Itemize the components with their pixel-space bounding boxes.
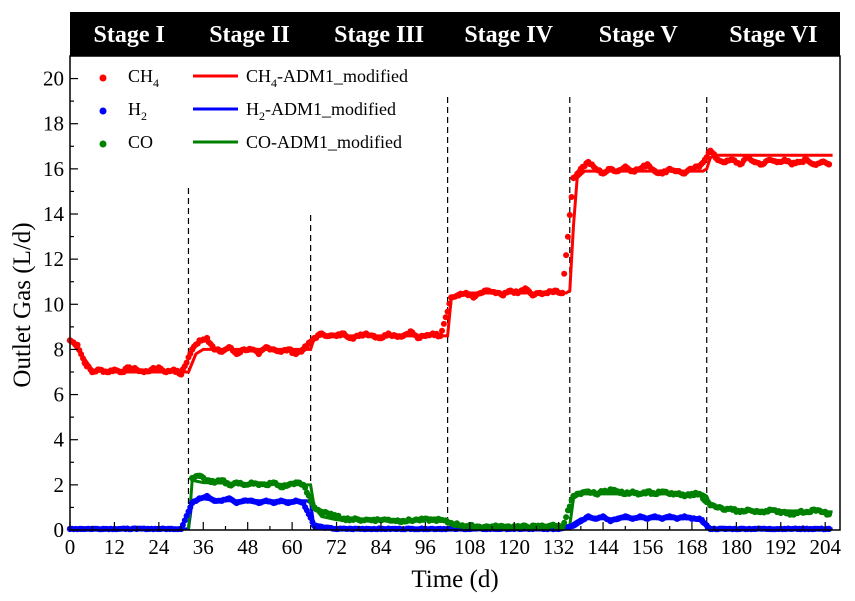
y-axis-title: Outlet Gas (L/d) [9, 222, 36, 387]
legend-label-h2: H2 [128, 99, 147, 123]
data-point-ch4 [566, 212, 573, 218]
data-point-ch4 [563, 252, 570, 259]
data-point-ch4 [439, 327, 445, 334]
legend-marker-ch4 [99, 74, 107, 82]
data-point-ch4 [74, 341, 81, 349]
stage-band [70, 12, 840, 56]
y-tick-label: 20 [43, 67, 64, 91]
x-tick-label: 60 [282, 535, 303, 559]
data-point-co [302, 484, 309, 491]
legend-label-ch4: CH4 [128, 66, 159, 90]
data-point-h2 [181, 517, 188, 524]
stage-label-stage-iii: Stage III [334, 22, 424, 48]
x-tick-label: 108 [454, 535, 486, 559]
legend-marker-co [99, 140, 107, 148]
data-point-co [566, 503, 573, 510]
x-tick-label: 120 [498, 535, 530, 559]
x-tick-label: 36 [193, 535, 214, 559]
x-tick-label: 12 [104, 535, 125, 559]
plot-frame [69, 55, 841, 531]
stage-label-stage-v: Stage V [599, 22, 679, 48]
x-tick-label: 144 [587, 535, 619, 559]
data-point-co [563, 514, 570, 521]
y-tick-label: 8 [54, 337, 65, 361]
data-point-ch4 [444, 308, 451, 315]
stage-label-stage-ii: Stage II [209, 22, 290, 48]
data-point-ch4 [440, 320, 447, 327]
stage-label-stage-vi: Stage VI [729, 22, 817, 48]
series-line-ch4-adm1-modified [68, 153, 833, 374]
data-point-ch4 [568, 194, 575, 200]
data-point-ch4 [442, 314, 449, 321]
x-tick-label: 0 [65, 535, 76, 559]
data-point-ch4 [177, 371, 185, 378]
data-point-ch4 [559, 289, 566, 297]
legend-marker-h2 [99, 107, 107, 115]
x-tick-label: 156 [632, 535, 664, 559]
y-tick-label: 2 [54, 473, 65, 497]
y-tick-label: 0 [54, 518, 65, 542]
measured-points [66, 147, 833, 533]
x-tick-label: 192 [765, 535, 797, 559]
stage-label-stage-i: Stage I [94, 22, 165, 48]
data-point-ch4 [825, 161, 833, 168]
x-tick-label: 204 [809, 535, 841, 559]
x-tick-label: 168 [676, 535, 708, 559]
model-lines [68, 153, 833, 531]
y-tick-label: 4 [54, 428, 65, 452]
data-point-co [561, 519, 568, 526]
y-tick-label: 14 [43, 202, 65, 226]
data-point-ch4 [561, 270, 568, 277]
data-point-co [305, 492, 312, 499]
y-tick-label: 10 [43, 292, 64, 316]
axes: 0 12 24 36 48 60 72 84 96 108 120 132 144 156 168 180 19… [43, 55, 841, 559]
data-point-h2 [825, 525, 833, 533]
y-tick-label: 12 [43, 247, 64, 271]
x-tick-label: 180 [721, 535, 753, 559]
legend-model-label-ch4: CH4-ADM1_modified [246, 66, 408, 90]
data-point-co [825, 511, 833, 518]
stage-header: Stage I Stage II Stage III Stage IV Stage V S… [70, 12, 840, 56]
x-tick-label: 132 [543, 535, 575, 559]
y-tick-label: 6 [54, 383, 65, 407]
data-point-ch4 [564, 233, 571, 240]
x-tick-label: 24 [148, 535, 170, 559]
y-tick-label: 18 [43, 112, 64, 136]
x-tick-label: 96 [415, 535, 436, 559]
legend: CH4 H2 CO CH4-ADM1_modified H2-ADM1_modified… [99, 66, 408, 152]
x-tick-label: 84 [370, 535, 392, 559]
x-tick-label: 48 [237, 535, 258, 559]
stage-label-stage-iv: Stage IV [464, 22, 553, 48]
legend-model-label-co: CO-ADM1_modified [246, 132, 402, 152]
legend-label-co: CO [128, 132, 153, 152]
x-tick-label: 72 [326, 535, 347, 559]
data-point-ch4 [183, 359, 190, 366]
data-point-ch4 [437, 332, 444, 340]
data-point-ch4 [446, 300, 453, 307]
y-tick-label: 16 [43, 157, 64, 181]
legend-model-label-h2: H2-ADM1_modified [246, 99, 396, 123]
x-axis-title: Time (d) [411, 566, 498, 593]
